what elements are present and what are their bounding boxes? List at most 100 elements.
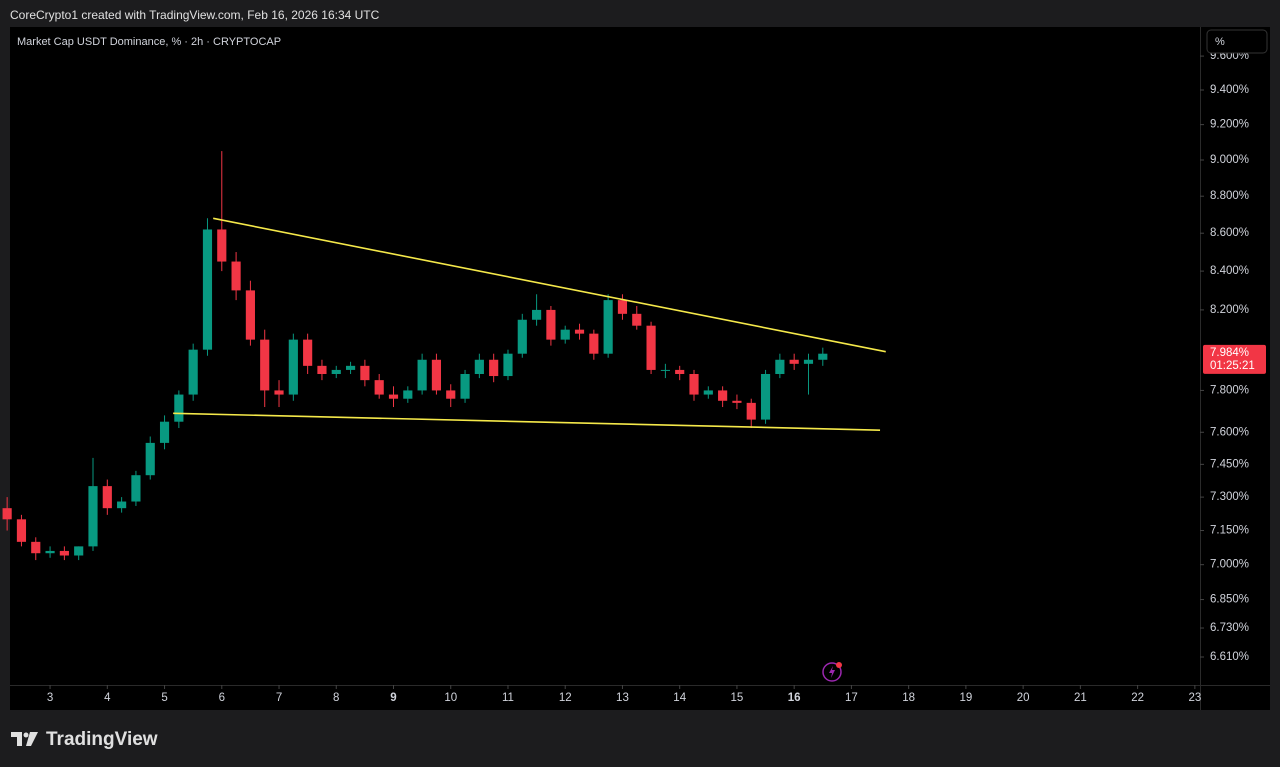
y-tick-label: 9.400% [1210, 84, 1249, 96]
candle-body [803, 359, 814, 364]
y-tick-label: 7.600% [1210, 426, 1249, 438]
candle-body [732, 400, 742, 403]
candle-body [59, 550, 69, 556]
x-tick-label: 7 [276, 692, 282, 704]
candle-body [703, 390, 713, 395]
candle-body [2, 508, 12, 520]
candle-body [288, 339, 298, 395]
candle-body [374, 380, 384, 395]
candle-body [31, 541, 41, 554]
y-tick-label: 8.200% [1210, 304, 1249, 316]
y-tick-label: 6.610% [1210, 651, 1249, 663]
x-tick-label: 20 [1017, 692, 1030, 704]
candle-body [517, 319, 527, 354]
candle-body [446, 390, 456, 399]
candle-body [202, 229, 213, 350]
scale-button[interactable] [1206, 29, 1268, 54]
candle-body [331, 369, 341, 375]
x-tick-label: 19 [959, 692, 972, 704]
y-tick-label: 7.150% [1210, 525, 1249, 537]
x-tick-label: 12 [559, 692, 572, 704]
candle-body [88, 486, 98, 547]
candle-body [74, 546, 84, 556]
y-tick-label: 6.850% [1210, 594, 1249, 606]
candle-body [274, 390, 284, 395]
candle-body [317, 365, 327, 375]
y-tick-label: 7.300% [1210, 491, 1249, 503]
y-tick-label: 6.730% [1210, 622, 1249, 634]
y-tick-label: 9.200% [1210, 119, 1249, 131]
candle-body [217, 229, 227, 262]
candle-body [431, 359, 442, 391]
candle-body [589, 333, 599, 354]
y-tick-label: 7.000% [1210, 559, 1249, 571]
alert-icon[interactable] [822, 662, 842, 682]
candle-body [560, 329, 570, 340]
candle-body [489, 359, 499, 377]
x-tick-label: 9 [390, 692, 396, 704]
chart-title: Market Cap USDT Dominance, % · 2h · CRYP… [17, 36, 281, 48]
last-price-box [1203, 344, 1266, 374]
logo-mark [11, 732, 38, 746]
candle-body [775, 359, 785, 375]
candle-body [546, 309, 556, 340]
y-tick-label: 8.800% [1210, 190, 1249, 202]
candle-body [689, 374, 699, 395]
candle-body [260, 339, 270, 391]
candle-body [789, 359, 799, 364]
scale-button-label[interactable]: % [1215, 36, 1225, 48]
candle-body [503, 353, 513, 377]
candle-body [617, 300, 628, 314]
candle-body [117, 501, 127, 509]
candle-body [818, 353, 828, 360]
candle-body [360, 365, 370, 381]
candle-body [417, 359, 427, 391]
x-tick-label: 13 [616, 692, 629, 704]
candle-body [460, 374, 470, 399]
candle-body [474, 359, 484, 375]
candle-body [159, 421, 170, 443]
plot: 6.610% 6.730% 6.850% 7.000% 7.150% 7.300% 7.45… [2, 50, 1266, 704]
candle-body [574, 329, 585, 334]
candle-body [760, 374, 771, 420]
logo: TradingView [46, 729, 158, 750]
candle-body [45, 550, 55, 554]
candle-body [131, 475, 141, 502]
x-tick-label: 11 [502, 692, 514, 704]
last-price-countdown: 01:25:21 [1210, 360, 1255, 372]
x-tick-label: 15 [731, 692, 744, 704]
candle-body [145, 442, 155, 476]
x-tick-label: 3 [47, 692, 53, 704]
candle-body [345, 365, 356, 370]
candle-body [646, 325, 656, 370]
y-tick-label: 7.450% [1210, 458, 1249, 470]
candle-body [303, 339, 313, 366]
candle-body [16, 519, 27, 542]
candle-body [718, 390, 728, 401]
candle-body [532, 309, 542, 320]
candle-body [174, 394, 184, 422]
trendline [173, 412, 881, 431]
candle-body [231, 261, 241, 291]
header: CoreCrypto1 created with TradingView.com… [10, 8, 380, 22]
candle-body [102, 486, 112, 509]
x-tick-label: 14 [673, 692, 686, 704]
candle-body [188, 349, 198, 395]
x-tick-label: 16 [788, 692, 801, 704]
candle-body [746, 402, 756, 420]
x-tick-label: 6 [219, 692, 225, 704]
x-tick-label: 21 [1074, 692, 1087, 704]
trendline [213, 217, 886, 353]
candle-body [660, 369, 670, 371]
x-tick-label: 23 [1188, 692, 1201, 704]
candle-body [632, 313, 642, 326]
x-tick-label: 17 [845, 692, 858, 704]
x-tick-label: 8 [333, 692, 339, 704]
x-tick-label: 22 [1131, 692, 1144, 704]
y-tick-label: 8.400% [1210, 265, 1249, 277]
candle-body [403, 390, 413, 399]
candle-body [675, 369, 685, 375]
x-tick-label: 5 [161, 692, 167, 704]
y-tick-label: 8.600% [1210, 227, 1249, 239]
